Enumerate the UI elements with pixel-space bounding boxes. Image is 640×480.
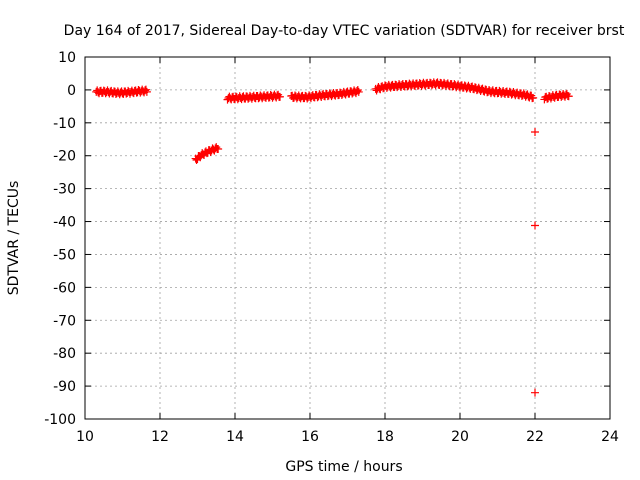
- data-point: [276, 92, 284, 101]
- x-tick-label: 16: [301, 429, 319, 445]
- x-tick-label: 24: [601, 429, 619, 445]
- plot-frame: [84, 56, 611, 420]
- data-point: [354, 87, 363, 96]
- y-tick-label: -100: [44, 412, 76, 428]
- chart-title: Day 164 of 2017, Sidereal Day-to-day VTE…: [64, 23, 625, 39]
- series-segment: [223, 90, 284, 104]
- y-tick-label: -20: [53, 149, 76, 165]
- data-point: [212, 143, 221, 152]
- y-tick-label: -80: [53, 346, 76, 362]
- series-segment: [287, 85, 363, 103]
- y-tick-label: -40: [53, 215, 76, 231]
- x-tick-label: 22: [526, 429, 544, 445]
- series-segment: [371, 78, 538, 103]
- data-point: [142, 87, 151, 96]
- y-tick-label: -70: [53, 313, 76, 329]
- data-point: [141, 86, 149, 95]
- x-tick-label: 14: [226, 429, 244, 445]
- y-axis-label: SDTVAR / TECUs: [6, 181, 22, 296]
- x-tick-label: 18: [376, 429, 394, 445]
- x-axis-tick-labels: 10 12 14 16 18 20 22 24: [76, 429, 619, 445]
- data-point: [529, 93, 538, 102]
- y-tick-label: 0: [67, 83, 76, 99]
- series-segment: [191, 143, 223, 165]
- y-axis-tick-labels: 10 0 -10 -20 -30 -40 -50 -60 -70 -80 -90 -100: [44, 50, 76, 428]
- data-point: [352, 87, 361, 96]
- x-tick-label: 10: [76, 429, 94, 445]
- x-tick-label: 12: [151, 429, 169, 445]
- series-group: [92, 78, 573, 397]
- x-tick-label: 20: [451, 429, 469, 445]
- y-tick-label: -30: [53, 182, 76, 198]
- grid-lines: [85, 57, 610, 419]
- outlier-point: [531, 388, 539, 397]
- data-point: [214, 144, 223, 153]
- series-segment: [92, 85, 151, 99]
- x-axis-label: GPS time / hours: [285, 459, 402, 475]
- data-series: [92, 78, 573, 397]
- outlier-point: [531, 128, 539, 137]
- y-tick-label: -90: [53, 379, 76, 395]
- y-tick-label: -10: [53, 116, 76, 132]
- y-tick-label: -50: [53, 247, 76, 263]
- y-tick-label: 10: [58, 50, 76, 66]
- data-point: [353, 85, 362, 94]
- outlier-point: [531, 221, 539, 230]
- series-segment: [540, 89, 573, 104]
- y-tick-label: -60: [53, 280, 76, 296]
- data-point: [564, 92, 573, 101]
